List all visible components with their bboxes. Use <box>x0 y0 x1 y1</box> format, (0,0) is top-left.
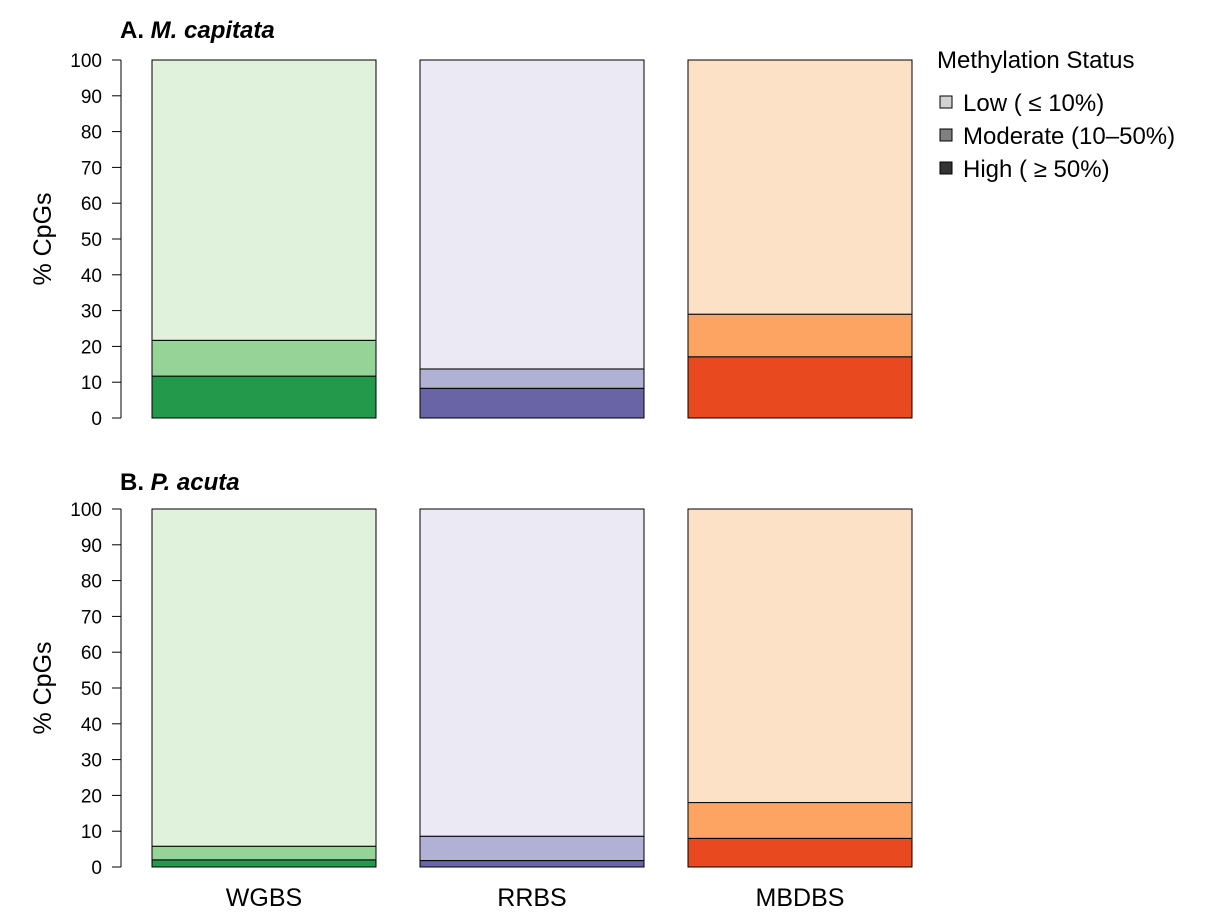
panel-a-title: A. M. capitata <box>120 17 275 44</box>
x-label-rrbs: RRBS <box>497 884 566 912</box>
y-tick-label: 0 <box>91 858 102 879</box>
y-tick-label: 100 <box>70 51 102 72</box>
y-tick-label: 90 <box>81 87 102 108</box>
y-tick-label: 10 <box>81 822 102 843</box>
y-tick-label: 40 <box>81 715 102 736</box>
y-tick-label: 80 <box>81 572 102 593</box>
panel-b-y-axis: 0 10 20 30 40 50 60 70 80 90 100 <box>70 500 122 879</box>
x-label-mbdbs: MBDBS <box>756 884 845 912</box>
panel-a-species: M. capitata <box>151 17 275 44</box>
bar-segment-mbdbs-moderate <box>687 313 913 358</box>
y-tick-label: 90 <box>81 536 102 557</box>
panel-b: B. P. acuta % CpGs 0 10 20 30 40 50 60 70 80 90 10… <box>29 469 913 879</box>
y-tick-label: 50 <box>81 230 102 251</box>
legend-swatch <box>939 128 953 142</box>
bar-segment-wgbs-moderate <box>151 339 377 377</box>
bar-segment-wgbs-high <box>151 859 377 868</box>
legend-item-label: Low ( ≤ 10%) <box>963 90 1104 117</box>
bar-segment-wgbs-high <box>151 375 377 419</box>
x-axis-labels: WGBS RRBS MBDBS <box>226 884 845 912</box>
y-tick-label: 50 <box>81 679 102 700</box>
y-tick-label: 30 <box>81 751 102 772</box>
bar-segment-mbdbs-low <box>687 59 913 315</box>
bar-segment-rrbs-moderate <box>419 368 645 389</box>
y-tick-label: 20 <box>81 786 102 807</box>
y-tick-label: 60 <box>81 194 102 215</box>
legend-swatch <box>939 161 953 175</box>
panel-b-bars <box>151 508 913 868</box>
legend-item-label: Moderate (10–50%) <box>963 123 1175 150</box>
y-tick-label: 80 <box>81 123 102 144</box>
bar-segment-rrbs-low <box>419 508 645 837</box>
legend-item-label: High ( ≥ 50%) <box>963 156 1110 183</box>
y-tick-label: 0 <box>91 409 102 430</box>
panel-b-letter: B. <box>120 469 144 496</box>
panel-b-species: P. acuta <box>151 469 240 496</box>
bar-segment-rrbs-high <box>419 387 645 419</box>
legend-title: Methylation Status <box>937 47 1134 74</box>
panel-b-y-axis-label: % CpGs <box>29 641 57 734</box>
y-tick-label: 100 <box>70 500 102 521</box>
x-label-wgbs: WGBS <box>226 884 302 912</box>
panel-a-bars <box>151 59 913 419</box>
y-tick-label: 70 <box>81 607 102 628</box>
bar-segment-rrbs-moderate <box>419 835 645 862</box>
y-tick-label: 20 <box>81 337 102 358</box>
panel-a-letter: A. <box>120 17 144 44</box>
y-tick-label: 40 <box>81 266 102 287</box>
y-tick-label: 70 <box>81 158 102 179</box>
bar-segment-wgbs-low <box>151 508 377 847</box>
bar-segment-mbdbs-low <box>687 508 913 804</box>
legend: Methylation Status Low ( ≤ 10%) Moderate … <box>937 47 1175 183</box>
y-tick-label: 60 <box>81 643 102 664</box>
bar-segment-mbdbs-moderate <box>687 802 913 839</box>
legend-items: Low ( ≤ 10%) Moderate (10–50%) High ( ≥ 50… <box>939 90 1175 183</box>
panel-b-title: B. P. acuta <box>120 469 240 496</box>
panel-a: A. M. capitata % CpGs 0 10 20 30 40 50 60 70 80 9… <box>29 17 913 430</box>
y-tick-label: 30 <box>81 302 102 323</box>
bar-segment-wgbs-moderate <box>151 845 377 861</box>
y-tick-label: 10 <box>81 373 102 394</box>
panel-a-y-axis-label: % CpGs <box>29 192 57 285</box>
bar-segment-rrbs-low <box>419 59 645 370</box>
bar-segment-mbdbs-high <box>687 356 913 419</box>
bar-segment-rrbs-high <box>419 860 645 868</box>
bar-segment-mbdbs-high <box>687 837 913 868</box>
legend-swatch <box>939 95 953 109</box>
bar-segment-wgbs-low <box>151 59 377 341</box>
panel-a-y-axis: 0 10 20 30 40 50 60 70 80 90 100 <box>70 51 122 430</box>
